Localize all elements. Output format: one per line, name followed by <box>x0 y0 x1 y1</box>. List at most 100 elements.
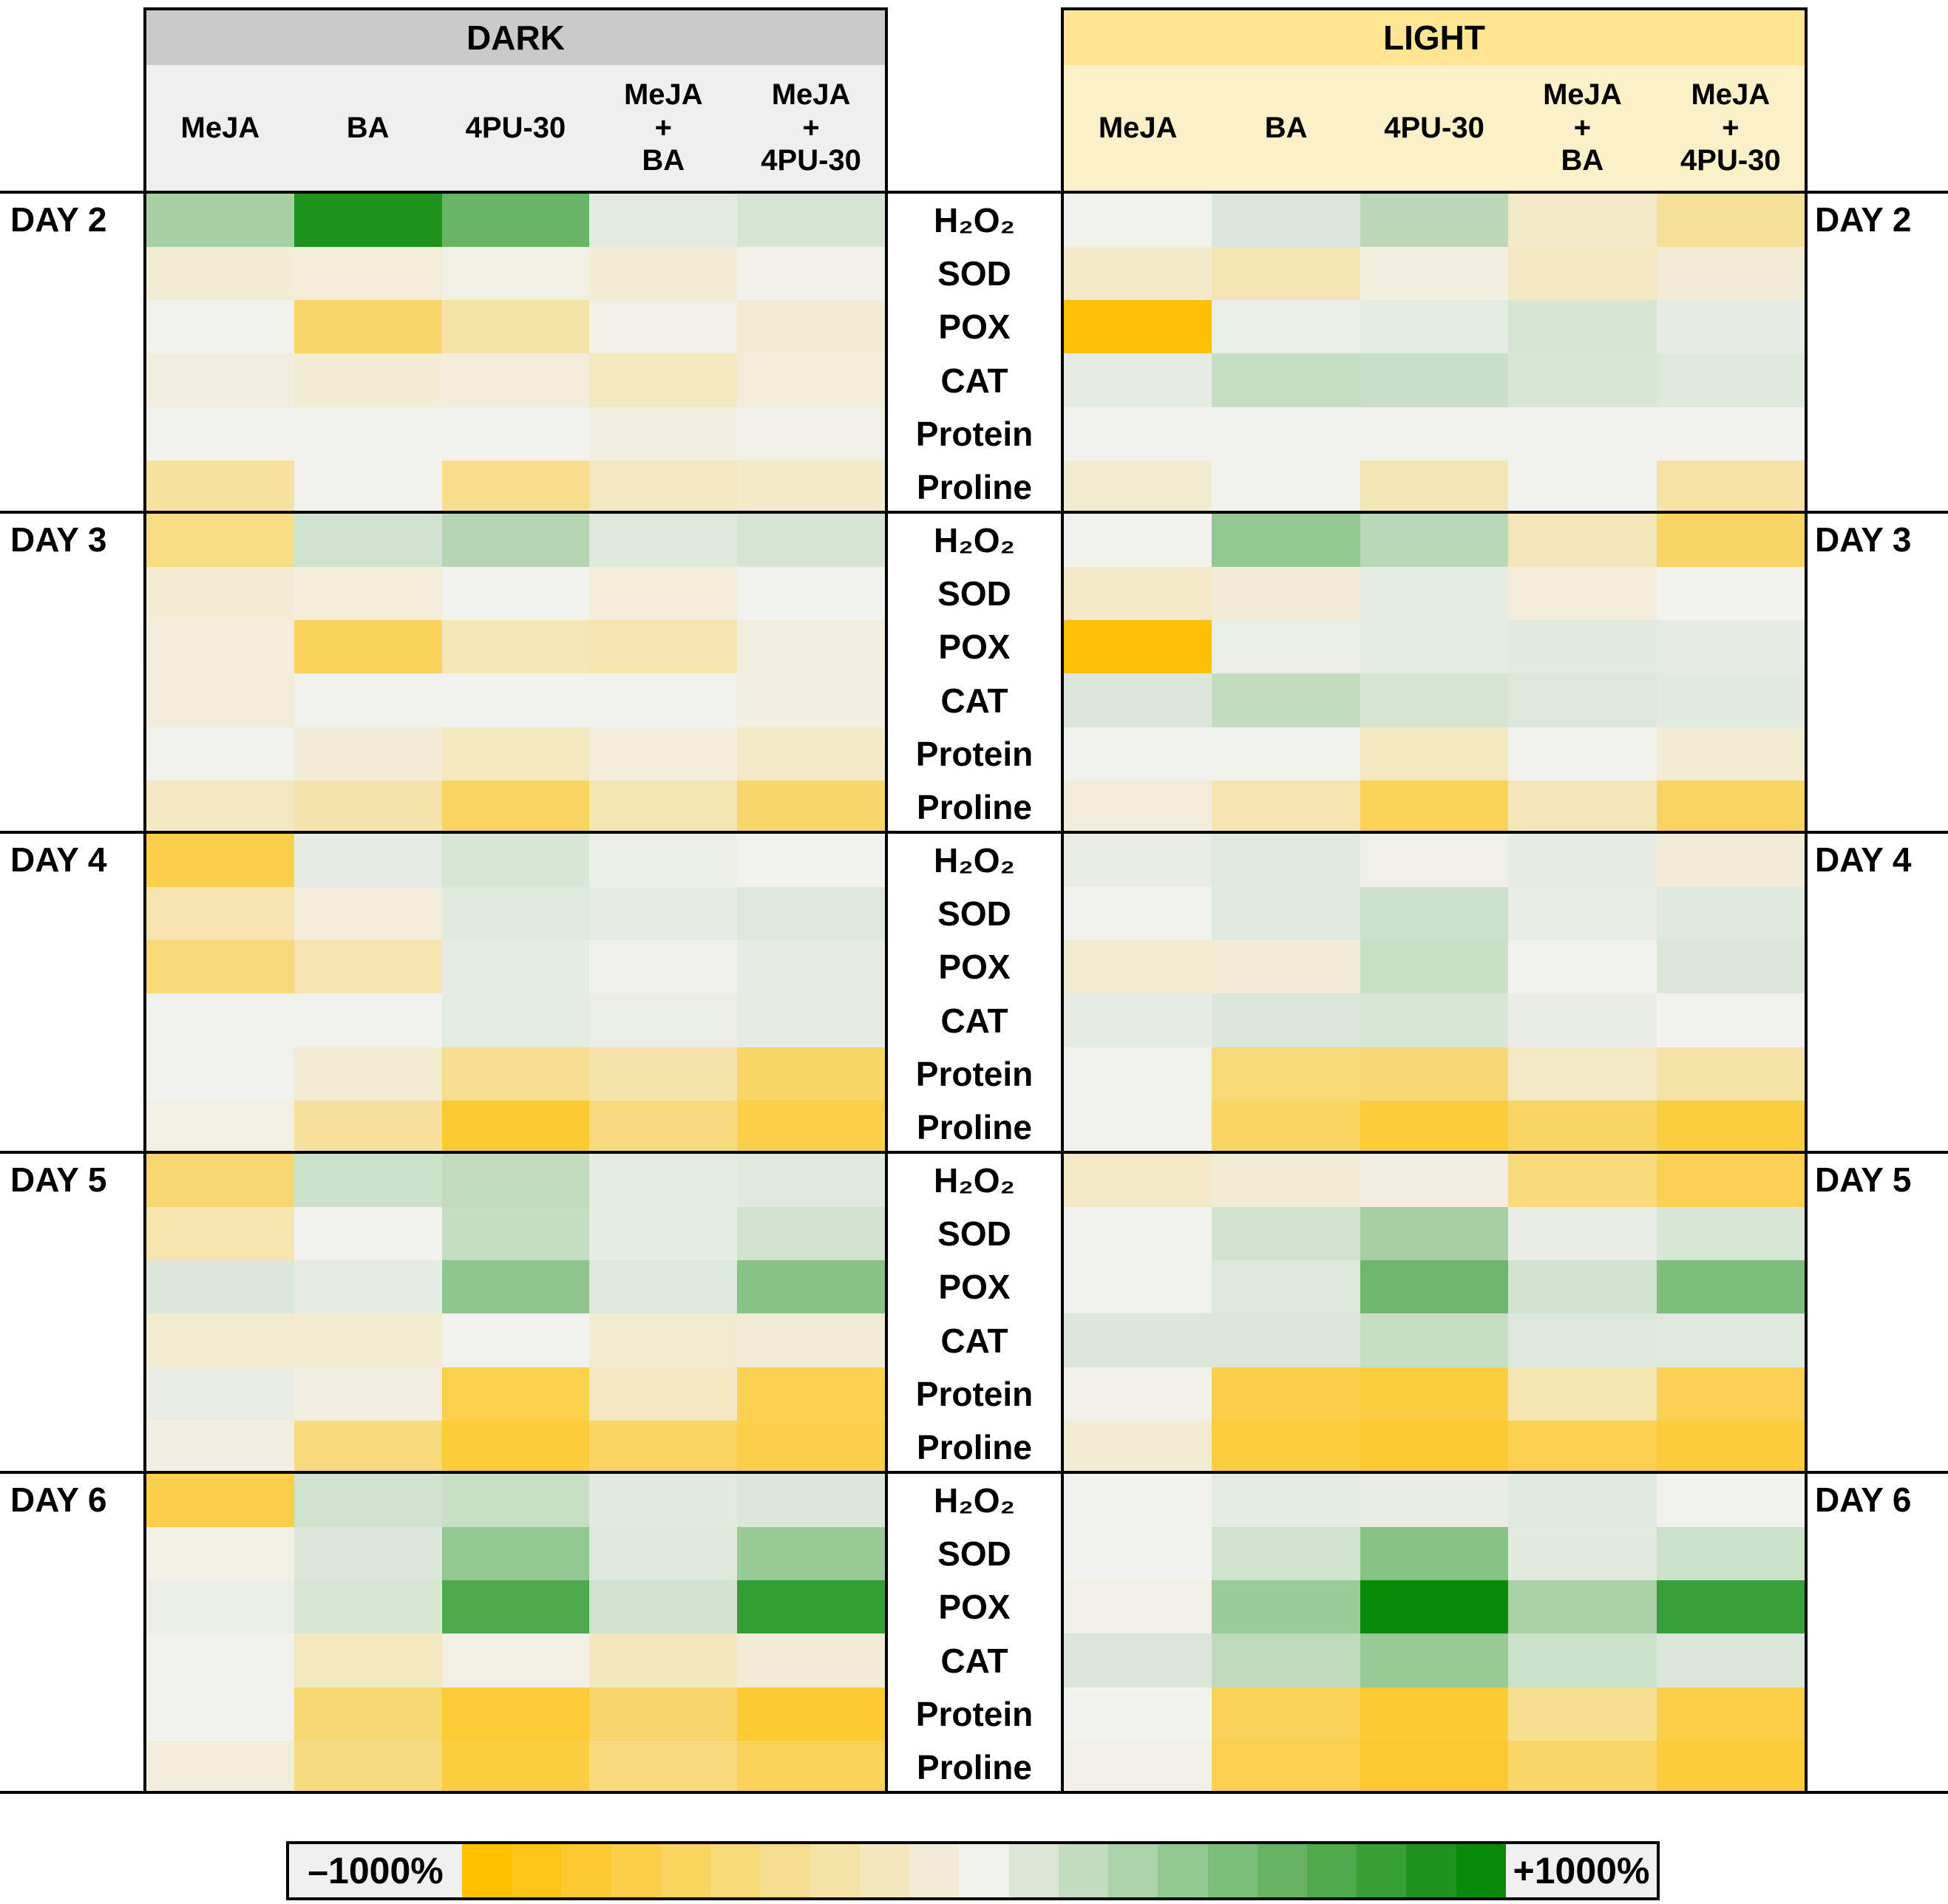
heatmap-cell <box>146 887 294 941</box>
heatmap-grid-dark <box>146 834 885 1154</box>
parameter-label: Protein <box>915 414 1034 453</box>
heatmap-cell <box>441 1313 590 1367</box>
treatment-header-line: 4PU-30 <box>1384 111 1484 144</box>
heatmap-cell <box>737 1047 885 1101</box>
heatmap-cell <box>1656 727 1805 781</box>
heatmap-cell <box>1064 887 1212 941</box>
heatmap-cell <box>737 1474 885 1528</box>
heatmap-cell <box>441 834 590 888</box>
parameter-label: Protein <box>915 1694 1034 1733</box>
day-separator-line <box>0 511 1948 514</box>
treatment-header: MeJA +4PU-30 <box>1657 65 1805 191</box>
legend-min-label: –1000% <box>289 1844 462 1897</box>
heatmap-cell <box>441 727 590 781</box>
heatmap-grid-dark <box>146 194 885 514</box>
heatmap-cell <box>293 1633 442 1687</box>
heatmap-cell <box>1656 1687 1805 1741</box>
heatmap-cell <box>1360 673 1509 727</box>
heatmap-cell <box>1360 353 1509 407</box>
heatmap-cell <box>1360 887 1509 941</box>
block-border-line <box>1805 191 1808 1794</box>
heatmap-cell <box>737 1527 885 1581</box>
treatment-header-line: BA <box>1561 144 1604 177</box>
heatmap-cell <box>1064 1313 1212 1367</box>
light-treatment-header-row: MeJA BA 4PU-30 MeJA + BA MeJA +4PU-30 <box>1064 65 1805 191</box>
heatmap-cell <box>1360 300 1509 354</box>
heatmap-cell <box>1508 1207 1657 1261</box>
heatmap-cell <box>1064 780 1212 834</box>
heatmap-cell <box>293 407 442 460</box>
treatment-header: BA <box>294 65 442 191</box>
day-label-right: DAY 3 <box>1815 520 1912 559</box>
treatment-header-line: BA <box>642 144 685 177</box>
legend-swatch <box>959 1844 1009 1897</box>
parameter-label: SOD <box>937 574 1011 613</box>
heatmap-cell <box>1064 1154 1212 1208</box>
block-border-line <box>1061 191 1064 1794</box>
heatmap-cell <box>146 514 294 568</box>
treatment-header: MeJA <box>1064 65 1212 191</box>
treatment-header-line: MeJA <box>1098 111 1178 144</box>
heatmap-cell <box>1064 940 1212 994</box>
treatment-header-line: + <box>802 111 820 144</box>
treatment-header: 4PU-30 <box>442 65 590 191</box>
heatmap-cell <box>737 407 885 460</box>
heatmap-cell <box>1508 194 1657 248</box>
heatmap-cell <box>293 567 442 621</box>
parameter-label-column: H₂O₂ SOD POX CAT Protein Proline <box>888 1154 1061 1474</box>
heatmap-cell <box>441 1527 590 1581</box>
heatmap-cell <box>1064 1367 1212 1421</box>
heatmap-cell <box>1656 1367 1805 1421</box>
heatmap-cell <box>293 247 442 301</box>
heatmap-cell <box>441 1047 590 1101</box>
heatmap-cell <box>589 194 738 248</box>
heatmap-cell <box>1360 1633 1509 1687</box>
heatmap-cell <box>589 353 738 407</box>
heatmap-cell <box>1508 993 1657 1047</box>
day-block: DAY 5 H₂O₂ SOD POX CAT Protein Proline DAY 5 <box>0 1154 1948 1474</box>
heatmap-cell <box>1064 1047 1212 1101</box>
legend-swatch <box>1108 1844 1158 1897</box>
heatmap-cell <box>1212 1260 1360 1314</box>
heatmap-cell <box>737 300 885 354</box>
day-separator-line <box>0 191 1948 194</box>
heatmap-cell <box>1656 1154 1805 1208</box>
heatmap-cell <box>146 353 294 407</box>
heatmap-cell <box>1360 727 1509 781</box>
parameter-label: Proline <box>917 787 1032 826</box>
treatment-header-line: BA <box>1264 111 1308 144</box>
legend-swatch <box>660 1844 711 1897</box>
heatmap-cell <box>1064 1474 1212 1528</box>
legend-swatch <box>1257 1844 1307 1897</box>
heatmap-cell <box>737 1633 885 1687</box>
treatment-header-line: MeJA <box>623 78 703 111</box>
heatmap-cell <box>1212 1527 1360 1581</box>
heatmap-grid-light <box>1064 834 1805 1154</box>
parameter-label: Protein <box>915 734 1034 773</box>
heatmap-cell <box>1508 620 1657 674</box>
heatmap-grid-light <box>1064 1474 1805 1794</box>
parameter-label: CAT <box>940 1001 1008 1040</box>
heatmap-cell <box>589 673 738 727</box>
heatmap-cell <box>1212 673 1360 727</box>
heatmap-cell <box>146 1207 294 1261</box>
heatmap-cell <box>146 727 294 781</box>
heatmap-cell <box>1508 673 1657 727</box>
heatmap-cell <box>1656 1313 1805 1367</box>
heatmap-cell <box>441 1580 590 1634</box>
parameter-label-column: H₂O₂ SOD POX CAT Protein Proline <box>888 1474 1061 1794</box>
heatmap-cell <box>1360 993 1509 1047</box>
heatmap-cell <box>441 673 590 727</box>
heatmap-cell <box>1212 1207 1360 1261</box>
heatmap-cell <box>589 780 738 834</box>
heatmap-cell <box>589 834 738 888</box>
heatmap-cell <box>441 887 590 941</box>
heatmap-cell <box>737 834 885 888</box>
heatmap-cell <box>1508 1154 1657 1208</box>
heatmap-cell <box>146 247 294 301</box>
heatmap-grid-dark <box>146 1154 885 1474</box>
parameter-label: H₂O₂ <box>934 201 1015 240</box>
heatmap-cell <box>1656 834 1805 888</box>
heatmap-cell <box>146 1527 294 1581</box>
parameter-label: Proline <box>917 1107 1032 1146</box>
